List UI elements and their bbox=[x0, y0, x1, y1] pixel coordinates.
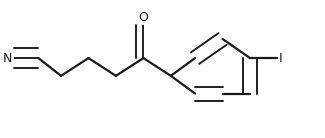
Text: O: O bbox=[138, 11, 148, 24]
Text: N: N bbox=[3, 52, 13, 65]
Text: I: I bbox=[279, 52, 283, 65]
